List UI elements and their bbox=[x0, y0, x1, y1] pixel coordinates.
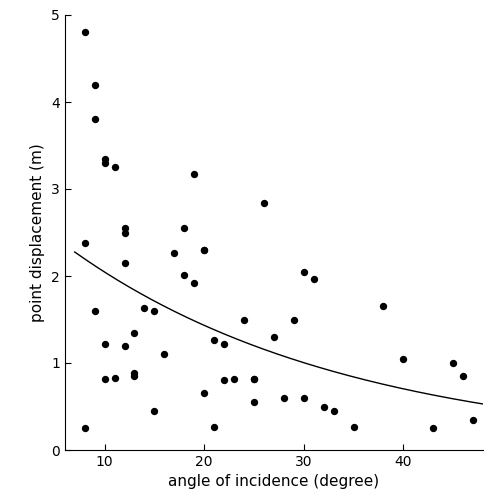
Point bbox=[469, 416, 477, 424]
Point bbox=[101, 374, 109, 382]
X-axis label: angle of incidence (degree): angle of incidence (degree) bbox=[168, 474, 379, 490]
Point bbox=[81, 28, 89, 36]
Point bbox=[250, 374, 258, 382]
Point bbox=[399, 354, 407, 362]
Point bbox=[200, 246, 208, 254]
Point bbox=[350, 422, 358, 430]
Point bbox=[121, 342, 128, 349]
Point bbox=[150, 307, 158, 315]
Point bbox=[330, 407, 338, 415]
Point bbox=[91, 116, 99, 124]
Point bbox=[130, 372, 138, 380]
Point bbox=[230, 374, 238, 382]
Point bbox=[101, 340, 109, 348]
Point bbox=[160, 350, 168, 358]
Point bbox=[111, 374, 119, 382]
Point bbox=[121, 259, 128, 267]
Point bbox=[150, 407, 158, 415]
Point bbox=[260, 199, 268, 207]
Point bbox=[210, 422, 218, 430]
Point bbox=[220, 376, 228, 384]
Point bbox=[130, 370, 138, 378]
Point bbox=[91, 80, 99, 88]
Point bbox=[101, 154, 109, 162]
Point bbox=[81, 239, 89, 247]
Point bbox=[200, 390, 208, 398]
Point bbox=[210, 336, 218, 344]
Point bbox=[220, 340, 228, 348]
Point bbox=[429, 424, 437, 432]
Point bbox=[170, 248, 178, 256]
Point bbox=[290, 316, 298, 324]
Point bbox=[200, 246, 208, 254]
Point bbox=[111, 163, 119, 171]
Point bbox=[379, 302, 387, 310]
Point bbox=[190, 279, 198, 287]
Point bbox=[190, 170, 198, 178]
Point bbox=[449, 359, 457, 367]
Point bbox=[81, 424, 89, 432]
Y-axis label: point displacement (m): point displacement (m) bbox=[30, 143, 45, 322]
Point bbox=[459, 372, 467, 380]
Point bbox=[121, 224, 128, 232]
Point bbox=[250, 398, 258, 406]
Point bbox=[310, 274, 318, 282]
Point bbox=[250, 374, 258, 382]
Point bbox=[300, 394, 308, 402]
Point bbox=[180, 271, 188, 279]
Point bbox=[180, 224, 188, 232]
Point bbox=[101, 159, 109, 167]
Point bbox=[140, 304, 148, 312]
Point bbox=[121, 228, 128, 236]
Point bbox=[91, 307, 99, 315]
Point bbox=[130, 328, 138, 336]
Point bbox=[320, 402, 328, 410]
Point bbox=[270, 333, 278, 341]
Point bbox=[240, 316, 248, 324]
Point bbox=[280, 394, 288, 402]
Point bbox=[300, 268, 308, 276]
